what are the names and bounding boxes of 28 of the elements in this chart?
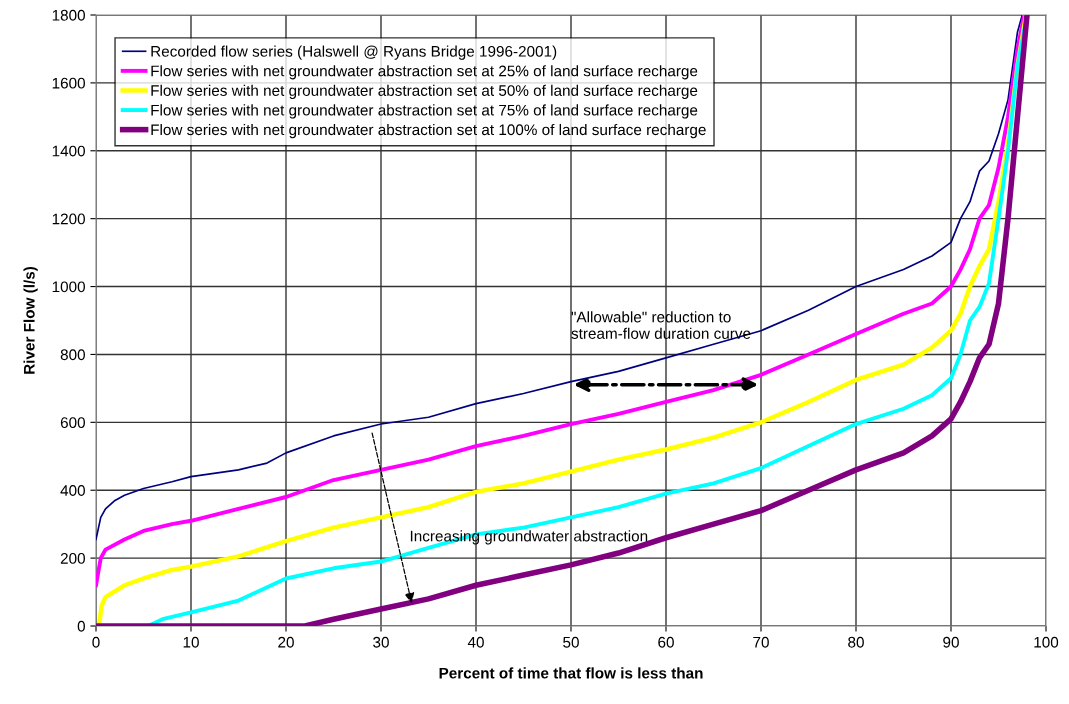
x-tick-label: 0 xyxy=(92,636,100,648)
x-tick-label: 30 xyxy=(373,636,389,648)
y-tick-label: 400 xyxy=(60,485,85,496)
x-tick-label: 50 xyxy=(563,636,579,648)
y-tick-label: 800 xyxy=(60,349,85,361)
legend-label: Flow series with net groundwater abstraction set at 50% of land surface recharge xyxy=(151,84,698,99)
y-tick-label: 600 xyxy=(60,417,85,429)
x-tick-label: 70 xyxy=(753,636,769,648)
x-tick-label: 90 xyxy=(943,636,959,648)
legend-label: Flow series with net groundwater abstraction set at 100% of land surface recharge xyxy=(151,123,706,139)
y-tick-label: 200 xyxy=(60,552,85,564)
y-tick-label: 1000 xyxy=(52,281,85,293)
legend-label: Flow series with net groundwater abstraction set at 75% of land surface recharge xyxy=(151,104,698,119)
x-tick-label: 60 xyxy=(658,636,674,648)
y-tick-label: 1600 xyxy=(52,77,85,89)
x-tick-label: 100 xyxy=(1034,636,1059,648)
x-tick-label: 20 xyxy=(278,636,294,648)
y-tick-label: 1800 xyxy=(52,9,85,21)
y-tick-label: 0 xyxy=(77,620,85,632)
x-tick-label: 80 xyxy=(848,636,864,648)
y-tick-label: 1200 xyxy=(52,213,85,225)
x-tick-label: 10 xyxy=(183,636,199,648)
x-tick-label: 40 xyxy=(467,636,484,648)
legend-label: Flow series with net groundwater abstraction set at 25% of land surface recharge xyxy=(151,65,698,80)
y-axis-title: River Flow (l/s) xyxy=(23,266,38,374)
y-tick-label: 1400 xyxy=(52,145,85,157)
x-axis-title: Percent of time that flow is less than xyxy=(439,667,703,679)
legend-label: Recorded flow series (Halswell @ Ryans Bridge 1996-2001) xyxy=(151,45,557,60)
